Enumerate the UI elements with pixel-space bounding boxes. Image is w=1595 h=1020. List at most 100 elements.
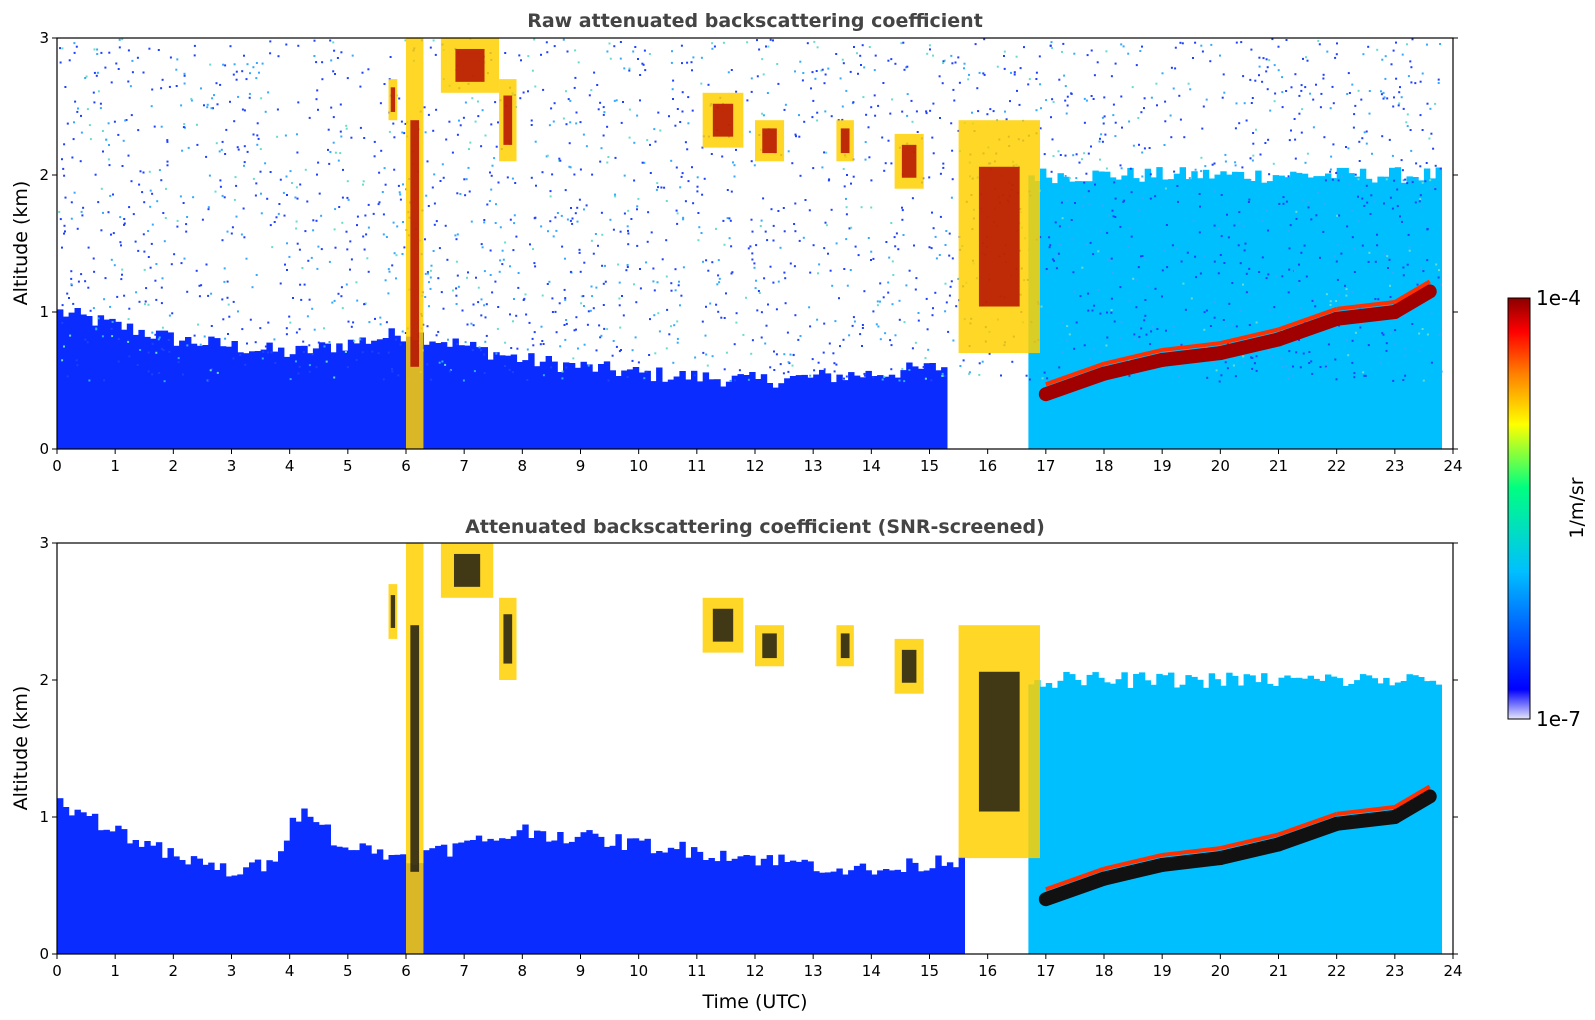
noise-speck [1070,238,1073,241]
noise-speck [606,50,609,53]
backscatter-column [743,375,750,449]
noise-speck [615,99,618,102]
noise-speck [532,344,535,347]
noise-speck [432,129,435,132]
noise-speck [166,164,169,167]
noise-speck [634,46,637,48]
noise-speck [1410,66,1413,69]
noise-speck [911,347,914,350]
noise-speck [1028,78,1031,81]
noise-speck [828,342,831,345]
noise-speck [199,343,202,346]
noise-speck [832,352,835,355]
noise-speck [306,200,309,203]
noise-speck [545,155,548,158]
noise-speck [1383,96,1386,99]
x-tick-label: 6 [401,962,411,980]
noise-speck [1430,186,1433,189]
noise-speck [340,135,343,138]
backscatter-column [190,343,198,449]
noise-speck [890,222,893,224]
noise-speck [1098,140,1101,143]
noise-speck [876,304,879,307]
noise-speck [1010,71,1012,74]
noise-speck [1187,82,1190,85]
noise-speck [728,237,731,240]
noise-speck [374,317,376,320]
noise-speck [502,258,505,261]
noise-speck [694,356,697,359]
aerosol-layer-edge [1219,832,1279,851]
noise-speck [1219,54,1221,57]
noise-speck [703,177,706,180]
noise-speck [626,266,629,268]
backscatter-column [126,843,134,954]
noise-speck [243,236,246,239]
noise-speck [583,343,586,346]
noise-speck [266,197,269,200]
noise-speck [1170,136,1173,139]
noise-speck [341,221,344,224]
noise-speck [891,303,894,306]
noise-speck [1106,231,1109,234]
noise-speck [697,239,700,242]
backscatter-column [1226,672,1233,954]
noise-speck [100,51,103,54]
noise-speck [1090,49,1093,52]
noise-speck [772,239,775,242]
noise-speck [750,352,753,355]
noise-speck [470,220,473,223]
noise-speck [257,137,260,140]
noise-speck [1317,39,1320,42]
noise-speck [787,361,790,364]
noise-speck [339,130,342,133]
noise-speck [681,62,683,65]
noise-speck [1066,325,1069,328]
backscatter-column [57,309,64,449]
noise-speck [211,97,214,100]
backscatter-column [132,334,139,449]
noise-speck [734,379,736,382]
noise-speck [127,49,130,52]
x-tick-label: 16 [978,962,997,980]
noise-speck [1323,136,1326,139]
noise-speck [472,324,475,327]
backscatter-column [336,343,343,449]
noise-speck [1242,75,1245,78]
noise-speck [466,323,469,326]
noise-speck [469,141,472,144]
noise-speck [1120,95,1123,98]
noise-speck [1039,127,1042,130]
noise-speck [950,196,953,199]
noise-speck [709,302,712,305]
noise-speck [1406,43,1408,46]
x-tick-label: 24 [1443,457,1462,475]
cloud-core [390,87,396,112]
noise-speck [1156,182,1159,185]
aerosol-layer-segment [1213,837,1286,866]
noise-speck [255,77,258,80]
noise-speck [890,344,893,347]
backscatter-column [382,338,390,449]
noise-speck [1112,215,1115,218]
noise-speck [863,372,866,375]
noise-speck [533,262,536,265]
backscatter-column [1162,675,1169,954]
noise-speck [166,140,169,143]
backscatter-column [551,840,558,954]
noise-speck [627,229,629,232]
noise-speck [627,243,630,246]
noise-speck [1414,201,1417,204]
noise-speck [1213,316,1216,319]
noise-speck [1086,54,1089,57]
noise-speck [401,330,404,333]
backscatter-column [906,362,913,449]
noise-speck [916,131,919,133]
noise-speck [115,62,118,65]
backscatter-column [347,339,355,449]
noise-speck [876,300,879,303]
noise-speck [308,298,311,301]
noise-speck [117,338,120,340]
backscatter-column [464,840,471,954]
x-tick-label: 24 [1443,962,1462,980]
